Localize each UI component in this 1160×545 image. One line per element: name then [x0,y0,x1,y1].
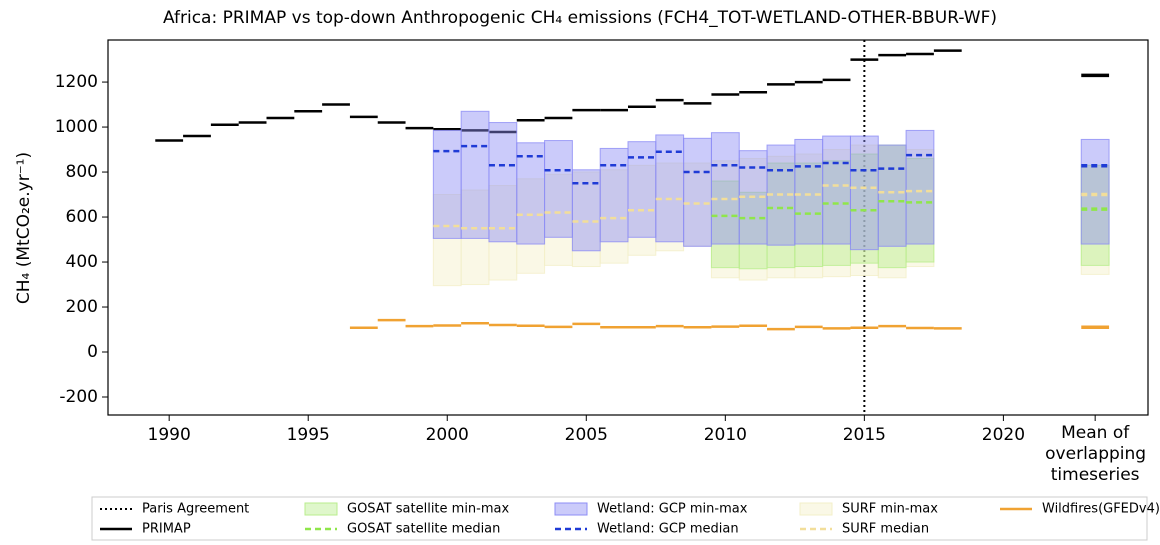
range-box [432,194,462,287]
legend-label: PRIMAP [142,522,191,537]
range-box [599,147,629,243]
y-tick-label: 200 [66,297,98,317]
range-box [599,169,629,264]
x-tick-label: 2005 [565,425,608,445]
y-tick-label: 400 [66,252,98,272]
y-axis-label: CH₄ (MtCO₂e.yr⁻¹) [14,152,34,304]
range-box [627,141,657,238]
range-box [432,129,462,239]
range-box [710,160,740,279]
legend-label: SURF median [842,522,929,537]
x-tick-label: 2015 [843,425,886,445]
y-tick-label: 600 [66,207,98,227]
range-box [655,162,685,252]
range-box [710,180,740,269]
legend-swatch [554,502,588,516]
range-box [877,144,907,247]
range-box [822,149,851,278]
legend-label: SURF min-max [842,502,938,517]
chart-title: Africa: PRIMAP vs top-down Anthropogenic… [163,8,997,28]
y-tick-label: 1200 [55,72,98,92]
range-box [766,162,796,269]
range-box [488,185,518,281]
range-box [822,135,851,245]
mean-range-box [1080,138,1110,245]
legend-label: GOSAT satellite median [347,522,500,537]
range-box [849,135,879,251]
legend-swatch [304,502,338,516]
legend-label: Wetland: GCP min-max [597,502,748,517]
range-box [683,137,712,247]
range-box [794,153,824,279]
x-tick-label: 2000 [426,425,469,445]
range-box [516,178,546,274]
range-box [516,142,546,245]
y-tick-label: 0 [87,342,98,362]
legend-label: GOSAT satellite min-max [347,502,509,517]
x-tick-label-box: Mean of overlapping timeseries [1045,423,1147,485]
range-box [544,140,573,238]
x-tick-label: 1990 [148,425,191,445]
range-box [794,138,824,245]
range-box [488,122,518,243]
range-box [905,129,935,245]
legend-box [91,496,1148,541]
legend-swatch [799,502,833,516]
range-box [905,149,935,268]
range-box [905,158,935,263]
y-tick-label: 1000 [55,117,98,137]
x-tick-label: Mean of overlapping timeseries [1045,423,1147,485]
range-box [460,110,490,239]
legend-label: Wetland: GCP median [597,522,739,537]
y-tick-label: 800 [66,162,98,182]
legend-label: Paris Agreement [142,502,249,517]
range-box [710,132,740,245]
y-tick-label: -200 [59,387,98,407]
x-tick-label: 2010 [704,425,747,445]
range-box [571,169,601,252]
x-tick-label: 1995 [287,425,330,445]
range-box [849,153,879,264]
range-box [877,144,907,269]
plot-frame [107,39,1149,416]
range-box [766,155,796,279]
x-tick-label: 2020 [982,425,1025,445]
legend-label: Wildfires(GFEDv4) [1042,502,1160,517]
